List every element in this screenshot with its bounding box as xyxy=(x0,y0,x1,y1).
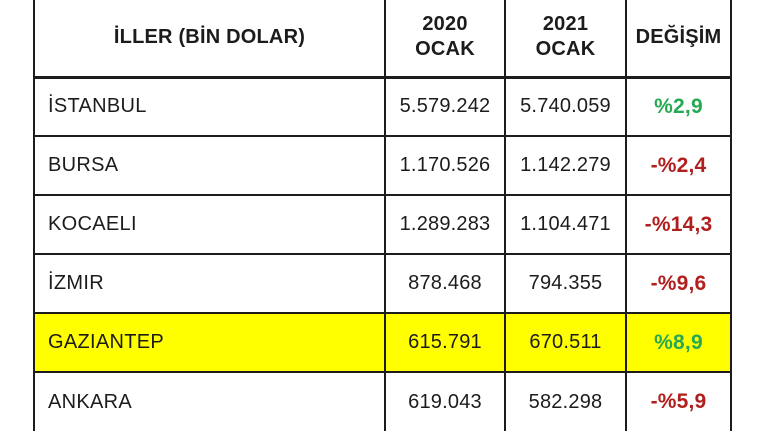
table-row-izmir: İZMIR 878.468 794.355 -%9,6 xyxy=(33,253,732,314)
col-header-cities: İLLER (BİN DOLAR) xyxy=(33,0,386,79)
exports-by-city-table: İLLER (BİN DOLAR) 2020 OCAK 2021 OCAK DE… xyxy=(33,0,732,431)
col-header-2020: 2020 OCAK xyxy=(384,0,506,79)
table-row-istanbul: İSTANBUL 5.579.242 5.740.059 %2,9 xyxy=(33,76,732,137)
col-header-2021-month: OCAK xyxy=(535,38,596,61)
city-name: ANKARA xyxy=(33,371,386,431)
value-2020: 619.043 xyxy=(384,371,506,431)
city-name: İZMIR xyxy=(33,253,386,314)
value-2021: 794.355 xyxy=(504,253,627,314)
value-2020: 5.579.242 xyxy=(384,76,506,137)
value-2020: 1.170.526 xyxy=(384,135,506,196)
value-2021: 1.104.471 xyxy=(504,194,627,255)
col-header-2020-month: OCAK xyxy=(415,38,475,61)
value-2020: 615.791 xyxy=(384,312,506,373)
change-value: -%14,3 xyxy=(625,194,732,255)
change-value: %8,9 xyxy=(625,312,732,373)
value-2020: 878.468 xyxy=(384,253,506,314)
header-row: İLLER (BİN DOLAR) 2020 OCAK 2021 OCAK DE… xyxy=(33,0,732,79)
table-row-ankara: ANKARA 619.043 582.298 -%5,9 xyxy=(33,371,732,431)
change-value: -%9,6 xyxy=(625,253,732,314)
exports-table: İLLER (BİN DOLAR) 2020 OCAK 2021 OCAK DE… xyxy=(33,0,732,431)
city-name: GAZIANTEP xyxy=(33,312,386,373)
value-2020: 1.289.283 xyxy=(384,194,506,255)
col-header-2021-year: 2021 xyxy=(542,13,589,36)
col-header-2021: 2021 OCAK xyxy=(504,0,627,79)
city-name: İSTANBUL xyxy=(33,76,386,137)
table-row-gaziantep: GAZIANTEP 615.791 670.511 %8,9 xyxy=(33,312,732,373)
value-2021: 1.142.279 xyxy=(504,135,627,196)
value-2021: 582.298 xyxy=(504,371,627,431)
col-header-2020-year: 2020 xyxy=(422,13,468,36)
col-header-cities-label: İLLER (BİN DOLAR) xyxy=(113,25,306,48)
change-value: %2,9 xyxy=(625,76,732,137)
change-value: -%5,9 xyxy=(625,371,732,431)
col-header-change: DEĞİŞİM xyxy=(625,0,732,79)
col-header-change-label: DEĞİŞİM xyxy=(635,25,722,48)
value-2021: 5.740.059 xyxy=(504,76,627,137)
value-2021: 670.511 xyxy=(504,312,627,373)
change-value: -%2,4 xyxy=(625,135,732,196)
city-name: KOCAELI xyxy=(33,194,386,255)
table-row-bursa: BURSA 1.170.526 1.142.279 -%2,4 xyxy=(33,135,732,196)
city-name: BURSA xyxy=(33,135,386,196)
table-row-kocaeli: KOCAELI 1.289.283 1.104.471 -%14,3 xyxy=(33,194,732,255)
